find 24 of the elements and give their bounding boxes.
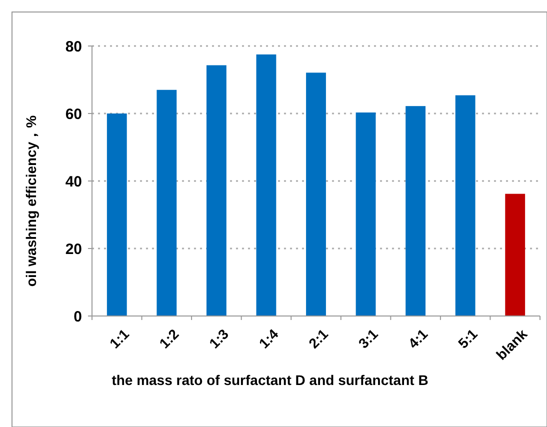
- x-tick-label: 4:1: [404, 326, 431, 352]
- y-axis-title: oil washing efficiency，%: [23, 114, 39, 287]
- y-tick-label: 20: [65, 240, 82, 258]
- bar: [505, 194, 526, 316]
- bar: [206, 65, 226, 316]
- y-tick-label: 40: [65, 173, 82, 190]
- y-tick-label: 80: [65, 38, 82, 56]
- bar: [406, 106, 426, 316]
- x-tick-label: 1:2: [156, 326, 182, 352]
- bar: [106, 114, 127, 316]
- y-tick-label: 60: [65, 106, 82, 123]
- y-tick-label: 0: [74, 308, 82, 326]
- x-tick-label: 2:1: [305, 326, 332, 352]
- bar: [455, 95, 476, 316]
- x-tick-label: 5:1: [454, 326, 481, 352]
- x-tick-label: 1:3: [206, 326, 232, 352]
- bar: [156, 90, 177, 316]
- x-tick-label: 1:4: [256, 326, 282, 352]
- bar: [306, 72, 326, 316]
- x-axis-title: the mass rato of surfactant D and surfanctant B: [110, 371, 430, 390]
- bar: [356, 112, 376, 316]
- bar: [256, 54, 276, 316]
- x-tick-label: 1:1: [106, 326, 132, 352]
- x-tick-label: 3:1: [355, 326, 381, 352]
